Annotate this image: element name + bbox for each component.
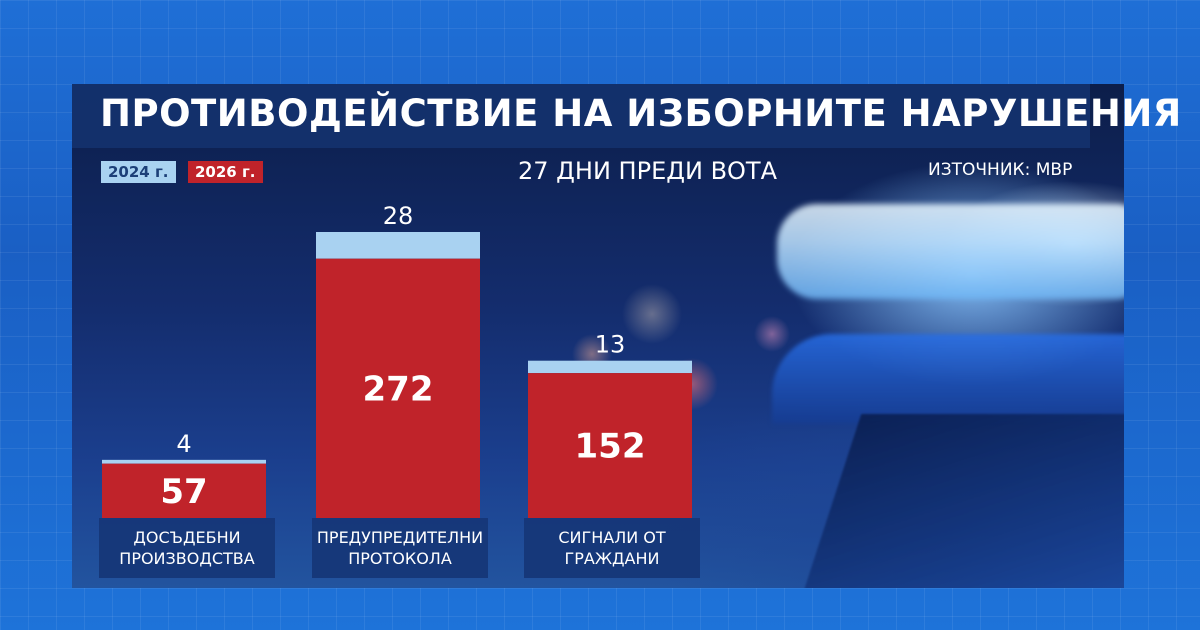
police-car-roof xyxy=(772,334,1124,424)
chart-title: ПРОТИВОДЕЙСТВИЕ НА ИЗБОРНИТЕ НАРУШЕНИЯ xyxy=(100,92,1182,135)
bar-2026-0 xyxy=(102,463,266,518)
bar-2024-1 xyxy=(316,232,480,259)
data-label-2026-0: 57 xyxy=(160,472,207,512)
bar-2024-2 xyxy=(528,360,692,374)
legend-2026: 2026 г. xyxy=(188,161,263,183)
chart-subtitle: 27 ДНИ ПРЕДИ ВОТА xyxy=(518,157,777,185)
data-label-2024-2: 13 xyxy=(595,331,626,359)
bar-2024-0 xyxy=(102,459,266,464)
legend-2024: 2024 г. xyxy=(101,161,176,183)
category-label: СИГНАЛИ ОТ ГРАЖДАНИ xyxy=(558,528,666,568)
data-label-2024-1: 28 xyxy=(383,202,414,230)
category-box-0: ДОСЪДЕБНИ ПРОИЗВОДСТВА xyxy=(99,518,275,578)
police-light-bar xyxy=(777,204,1124,299)
data-label-2026-1: 272 xyxy=(363,369,434,409)
data-label-2024-0: 4 xyxy=(176,430,191,458)
title-banner xyxy=(72,84,1090,148)
category-box-1: ПРЕДУПРЕДИТЕЛНИ ПРОТОКОЛА xyxy=(312,518,488,578)
data-label-2026-2: 152 xyxy=(575,427,646,467)
bar-2026-1 xyxy=(316,258,480,518)
bar-2026-2 xyxy=(528,373,692,518)
category-label: ПРЕДУПРЕДИТЕЛНИ ПРОТОКОЛА xyxy=(316,528,484,568)
category-label: ДОСЪДЕБНИ ПРОИЗВОДСТВА xyxy=(119,528,255,568)
category-box-2: СИГНАЛИ ОТ ГРАЖДАНИ xyxy=(524,518,700,578)
source-label: ИЗТОЧНИК: МВР xyxy=(928,160,1073,180)
